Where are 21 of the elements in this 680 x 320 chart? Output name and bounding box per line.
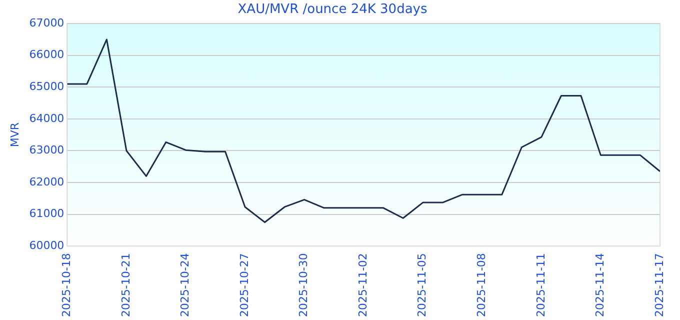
x-tick-label: 2025-10-30 xyxy=(297,253,310,318)
y-tick-label: 65000 xyxy=(29,80,64,94)
y-tick-label: 64000 xyxy=(29,112,64,125)
x-tick-label: 2025-11-14 xyxy=(594,253,607,318)
y-tick-label: 60000 xyxy=(29,238,64,252)
x-tick-label: 2025-10-18 xyxy=(60,253,74,318)
x-tick-label: 2025-10-24 xyxy=(178,253,192,318)
y-axis-title: MVR xyxy=(8,122,22,148)
x-tick-label: 2025-11-17 xyxy=(652,253,666,318)
y-tick-label: 66000 xyxy=(29,48,64,62)
chart-title: XAU/MVR /ounce 24K 30days xyxy=(238,2,428,18)
y-tick-label: 63000 xyxy=(29,144,64,157)
x-tick-label: 2025-10-21 xyxy=(119,253,132,318)
y-tick-label: 67000 xyxy=(29,16,64,30)
x-tick-label: 2025-11-02 xyxy=(356,253,370,318)
x-tick-label: 2025-10-27 xyxy=(238,253,251,318)
x-tick-label: 2025-11-08 xyxy=(475,253,488,318)
x-tick-label: 2025-11-11 xyxy=(534,253,548,318)
y-tick-label: 61000 xyxy=(29,207,64,220)
x-tick-label: 2025-11-05 xyxy=(416,253,429,318)
y-tick-label: 62000 xyxy=(29,175,64,188)
